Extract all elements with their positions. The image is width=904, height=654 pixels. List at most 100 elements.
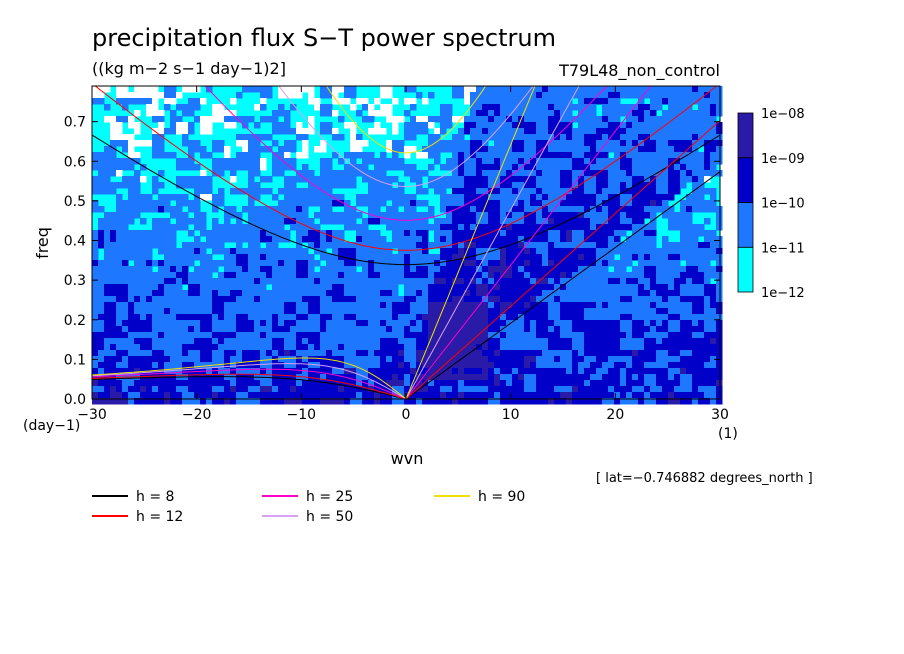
spectrum-cell	[236, 302, 243, 309]
spectrum-cell	[380, 194, 387, 201]
spectrum-cell	[146, 248, 153, 255]
spectrum-cell	[572, 212, 579, 219]
spectrum-cell	[260, 104, 267, 111]
spectrum-cell	[458, 236, 465, 243]
spectrum-cell	[584, 206, 591, 213]
spectrum-cell	[380, 320, 387, 327]
spectrum-cell	[512, 242, 519, 249]
spectrum-cell	[716, 224, 723, 231]
spectrum-cell	[566, 242, 573, 249]
spectrum-cell	[236, 266, 243, 273]
spectrum-cell	[668, 158, 675, 165]
spectrum-cell	[620, 200, 627, 207]
spectrum-cell	[320, 338, 327, 345]
spectrum-cell	[536, 98, 543, 105]
spectrum-cell	[248, 398, 255, 405]
spectrum-cell	[140, 302, 147, 309]
spectrum-cell	[98, 374, 105, 381]
spectrum-cell	[260, 290, 267, 297]
spectrum-cell	[584, 350, 591, 357]
spectrum-cell	[176, 92, 183, 99]
spectrum-cell	[488, 170, 495, 177]
spectrum-cell	[710, 248, 717, 255]
spectrum-cell	[464, 176, 471, 183]
spectrum-cell	[158, 272, 165, 279]
spectrum-cell	[104, 350, 111, 357]
spectrum-cell	[662, 272, 669, 279]
spectrum-cell	[608, 398, 615, 405]
spectrum-cell	[194, 266, 201, 273]
spectrum-cell	[272, 290, 279, 297]
spectrum-cell	[674, 314, 681, 321]
spectrum-cell	[680, 314, 687, 321]
spectrum-cell	[548, 242, 555, 249]
spectrum-cell	[686, 272, 693, 279]
spectrum-cell	[182, 362, 189, 369]
spectrum-cell	[386, 380, 393, 387]
spectrum-cell	[458, 368, 465, 375]
spectrum-cell	[404, 206, 411, 213]
spectrum-cell	[578, 218, 585, 225]
spectrum-cell	[464, 278, 471, 285]
spectrum-cell	[152, 116, 159, 123]
spectrum-cell	[506, 98, 513, 105]
spectrum-cell	[560, 212, 567, 219]
spectrum-cell	[314, 368, 321, 375]
spectrum-cell	[362, 152, 369, 159]
spectrum-cell	[476, 98, 483, 105]
spectrum-cell	[398, 254, 405, 261]
spectrum-cell	[698, 320, 705, 327]
spectrum-cell	[662, 302, 669, 309]
spectrum-cell	[452, 320, 459, 327]
spectrum-cell	[458, 134, 465, 141]
spectrum-cell	[92, 188, 99, 195]
spectrum-cell	[662, 332, 669, 339]
spectrum-cell	[704, 116, 711, 123]
spectrum-cell	[224, 230, 231, 237]
spectrum-cell	[632, 332, 639, 339]
spectrum-cell	[530, 230, 537, 237]
spectrum-cell	[92, 230, 99, 237]
spectrum-cell	[158, 134, 165, 141]
spectrum-cell	[200, 248, 207, 255]
spectrum-cell	[482, 332, 489, 339]
spectrum-cell	[128, 206, 135, 213]
spectrum-cell	[368, 290, 375, 297]
spectrum-cell	[512, 224, 519, 231]
spectrum-cell	[704, 326, 711, 333]
spectrum-cell	[530, 308, 537, 315]
spectrum-cell	[470, 386, 477, 393]
spectrum-cell	[500, 368, 507, 375]
spectrum-cell	[404, 314, 411, 321]
spectrum-cell	[524, 356, 531, 363]
spectrum-cell	[260, 254, 267, 261]
spectrum-cell	[392, 188, 399, 195]
spectrum-cell	[584, 236, 591, 243]
spectrum-cell	[494, 140, 501, 147]
spectrum-cell	[374, 236, 381, 243]
spectrum-cell	[602, 320, 609, 327]
spectrum-cell	[482, 200, 489, 207]
spectrum-cell	[668, 182, 675, 189]
spectrum-cell	[488, 368, 495, 375]
spectrum-cell	[548, 224, 555, 231]
spectrum-cell	[440, 194, 447, 201]
spectrum-cell	[98, 398, 105, 405]
spectrum-cell	[212, 200, 219, 207]
spectrum-cell	[188, 218, 195, 225]
spectrum-cell	[146, 290, 153, 297]
spectrum-cell	[632, 152, 639, 159]
spectrum-cell	[476, 116, 483, 123]
spectrum-cell	[482, 230, 489, 237]
spectrum-cell	[716, 146, 723, 153]
spectrum-cell	[554, 386, 561, 393]
spectrum-cell	[476, 134, 483, 141]
spectrum-cell	[278, 152, 285, 159]
spectrum-cell	[236, 308, 243, 315]
spectrum-cell	[92, 368, 99, 375]
spectrum-cell	[284, 254, 291, 261]
spectrum-cell	[260, 338, 267, 345]
spectrum-cell	[422, 218, 429, 225]
spectrum-cell	[104, 224, 111, 231]
spectrum-cell	[254, 314, 261, 321]
